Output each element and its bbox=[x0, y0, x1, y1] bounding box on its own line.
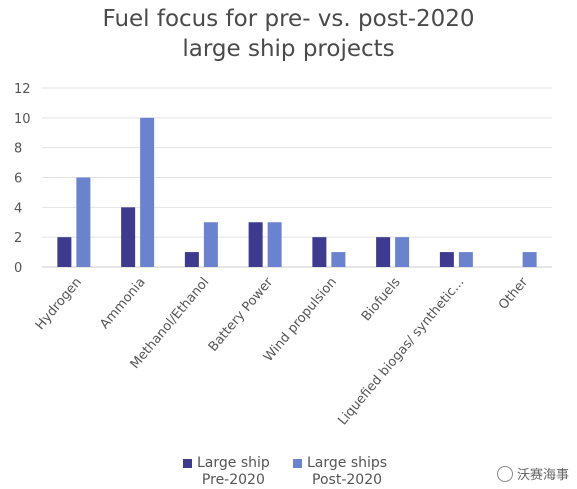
bar-post-2020 bbox=[267, 222, 282, 267]
y-tick-label: 4 bbox=[14, 201, 22, 216]
legend-label-pre-2020-line-2: Pre-2020 bbox=[201, 472, 265, 488]
bar-pre-2020 bbox=[312, 237, 327, 267]
y-tick-label: 6 bbox=[14, 172, 22, 187]
chart-title: Fuel focus for pre- vs. post-2020 large … bbox=[0, 4, 577, 64]
bar-pre-2020 bbox=[57, 237, 72, 267]
bar-post-2020 bbox=[140, 117, 155, 267]
y-tick-label: 12 bbox=[14, 82, 31, 97]
x-category-label: Biofuels bbox=[359, 275, 404, 324]
legend-swatch-post-2020 bbox=[293, 459, 302, 468]
legend-label-post-2020: Large ships Post-2020 bbox=[307, 455, 387, 489]
x-category-label: Liquefied biogas/ synthetic... bbox=[335, 275, 467, 428]
y-tick-label: 0 bbox=[14, 261, 22, 276]
legend-label-pre-2020-line-1: Large ship bbox=[197, 455, 270, 471]
wechat-icon bbox=[496, 466, 513, 482]
y-tick-label: 8 bbox=[14, 142, 22, 157]
bar-post-2020 bbox=[458, 252, 473, 267]
watermark: 沃赛海事 bbox=[496, 464, 569, 483]
bar-pre-2020 bbox=[439, 252, 454, 267]
x-category-label: Other bbox=[496, 274, 532, 312]
bar-post-2020 bbox=[203, 222, 218, 267]
legend-swatch-pre-2020 bbox=[183, 459, 192, 468]
x-category-label: Ammonia bbox=[97, 275, 148, 332]
legend-label-post-2020-line-1: Large ships bbox=[307, 455, 388, 471]
y-axis-ticks: 0 2 4 6 8 10 12 bbox=[14, 82, 31, 276]
x-category-label: Hydrogen bbox=[33, 275, 85, 333]
bars bbox=[57, 117, 537, 267]
bar-pre-2020 bbox=[376, 237, 391, 267]
y-tick-label: 10 bbox=[14, 112, 31, 127]
chart-title-line-1: Fuel focus for pre- vs. post-2020 bbox=[102, 6, 475, 32]
bar-pre-2020 bbox=[184, 252, 199, 267]
gridlines bbox=[42, 87, 552, 268]
y-tick-label: 2 bbox=[14, 231, 22, 246]
x-category-label: Battery Power bbox=[206, 274, 277, 354]
chart-title-line-2: large ship projects bbox=[182, 36, 395, 62]
bar-pre-2020 bbox=[121, 207, 136, 267]
legend-label-post-2020-line-2: Post-2020 bbox=[312, 472, 383, 488]
watermark-text: 沃赛海事 bbox=[516, 468, 569, 483]
legend-label-pre-2020: Large ship Pre-2020 bbox=[197, 455, 270, 489]
bar-post-2020 bbox=[395, 237, 410, 267]
bar-post-2020 bbox=[331, 252, 346, 267]
bar-post-2020 bbox=[76, 177, 91, 267]
bar-pre-2020 bbox=[248, 222, 263, 267]
bar-post-2020 bbox=[522, 252, 537, 267]
